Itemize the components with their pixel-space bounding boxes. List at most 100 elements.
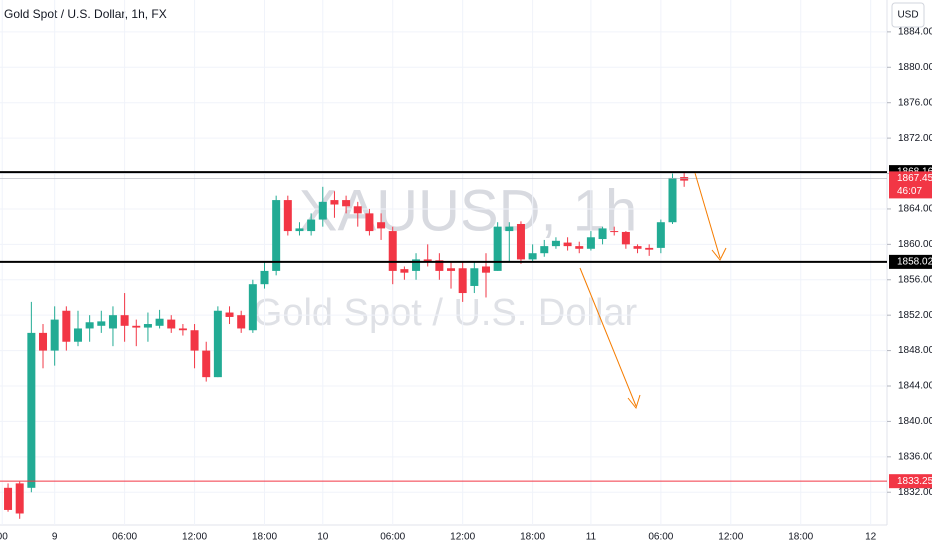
- candle-body: [447, 268, 456, 271]
- countdown: 46:07: [897, 186, 922, 197]
- x-tick-label: 06:00: [380, 532, 405, 543]
- candle-body: [458, 268, 467, 294]
- arrow-head: [627, 394, 641, 410]
- candle-body: [143, 324, 152, 328]
- candle-body: [423, 259, 432, 263]
- candle-body: [237, 315, 246, 329]
- x-tick-label: 11: [586, 532, 597, 543]
- candle-body: [167, 319, 176, 329]
- x-tick-label: 10: [317, 532, 329, 543]
- y-tick-label: 1880.00: [898, 62, 932, 73]
- x-tick-label: 00: [0, 532, 8, 543]
- candle-body: [633, 246, 642, 249]
- candle-body: [15, 483, 24, 514]
- candle-body: [295, 228, 304, 232]
- x-tick-label: 18:00: [252, 532, 277, 543]
- candle-body: [50, 319, 59, 351]
- price-label: 1858.02: [897, 257, 932, 268]
- candle-body: [563, 242, 572, 247]
- candle-body: [365, 213, 374, 232]
- candle-body: [330, 200, 339, 205]
- candle-body: [412, 259, 421, 271]
- price-label-box: [889, 474, 932, 489]
- candle-body: [97, 321, 106, 326]
- x-tick-label: 12:00: [450, 532, 475, 543]
- candle-body: [202, 350, 211, 378]
- candle-body: [307, 219, 316, 232]
- x-tick-label: 12: [865, 532, 877, 543]
- candle-body: [4, 487, 13, 510]
- y-tick-label: 1844.00: [898, 381, 932, 392]
- candle-body: [272, 200, 281, 271]
- candle-body: [283, 200, 292, 232]
- candle-body: [190, 330, 199, 351]
- candle-body: [342, 200, 351, 207]
- candle-body: [225, 312, 234, 317]
- candle-body: [621, 231, 630, 245]
- candle-body: [132, 325, 141, 328]
- candle-body: [656, 222, 665, 248]
- candle-body: [27, 332, 36, 488]
- candle-body: [108, 315, 117, 329]
- x-tick-label: 18:00: [520, 532, 545, 543]
- y-tick-label: 1864.00: [898, 204, 932, 215]
- y-tick-label: 1872.00: [898, 133, 932, 144]
- x-tick-label: 06:00: [648, 532, 673, 543]
- candle-body: [645, 247, 654, 250]
- price-label-box: [889, 254, 932, 269]
- x-tick-label: 18:00: [788, 532, 813, 543]
- candle-body: [120, 315, 129, 326]
- last-price-label: 1867.45: [897, 173, 932, 184]
- y-tick-label: 1848.00: [898, 345, 932, 356]
- candle-body: [481, 266, 490, 273]
- candle-body: [586, 237, 595, 249]
- last-price-box: [889, 171, 932, 199]
- plot: [0, 171, 887, 519]
- candle-body: [377, 222, 386, 229]
- x-tick-label: 12:00: [718, 532, 743, 543]
- candle-body: [528, 253, 537, 260]
- candle-body: [551, 240, 560, 247]
- arrow-head: [711, 247, 727, 261]
- y-tick-label: 1836.00: [898, 451, 932, 462]
- watermark-subtitle: Gold Spot / U.S. Dollar: [253, 292, 638, 334]
- x-tick-label: 9: [52, 532, 58, 543]
- y-tick-label: 1860.00: [898, 239, 932, 250]
- candle-body: [470, 268, 479, 286]
- candle-body: [435, 260, 444, 271]
- candle-body: [213, 310, 222, 378]
- candle-body: [260, 270, 269, 285]
- y-tick-label: 1856.00: [898, 274, 932, 285]
- candle-body: [400, 269, 409, 273]
- y-tick-label: 1852.00: [898, 310, 932, 321]
- y-tick-label: 1876.00: [898, 97, 932, 108]
- axis: 1832.00 1836.00 1840.00 1844.00 1848.00 1852.…: [0, 27, 932, 543]
- candle-body: [62, 310, 71, 342]
- currency[interactable]: USD: [897, 10, 918, 21]
- price-label: 1833.25: [897, 476, 932, 487]
- candle-body: [353, 206, 362, 214]
- candle-body: [516, 223, 525, 260]
- candle-body: [73, 328, 82, 342]
- currency-button[interactable]: [891, 2, 925, 28]
- candle-body: [540, 246, 549, 254]
- arrow: [694, 172, 721, 259]
- candle-body: [388, 231, 397, 271]
- candle-body: [85, 322, 94, 329]
- candle-body: [178, 328, 187, 331]
- candle-body: [575, 246, 584, 249]
- x-tick-label: 12:00: [182, 532, 207, 543]
- candle-body: [680, 177, 689, 181]
- y-tick-label: 1840.00: [898, 416, 932, 427]
- candle-body: [248, 284, 257, 331]
- x-tick-label: 06:00: [112, 532, 137, 543]
- candle-body: [493, 226, 502, 271]
- watermark: XAUUSD, 1h: [299, 178, 637, 243]
- candle-body: [155, 318, 164, 326]
- candle-body: [598, 228, 607, 240]
- candle-body: [610, 231, 619, 233]
- candle-body: [668, 177, 677, 223]
- y-tick-label: 1832.00: [898, 487, 932, 498]
